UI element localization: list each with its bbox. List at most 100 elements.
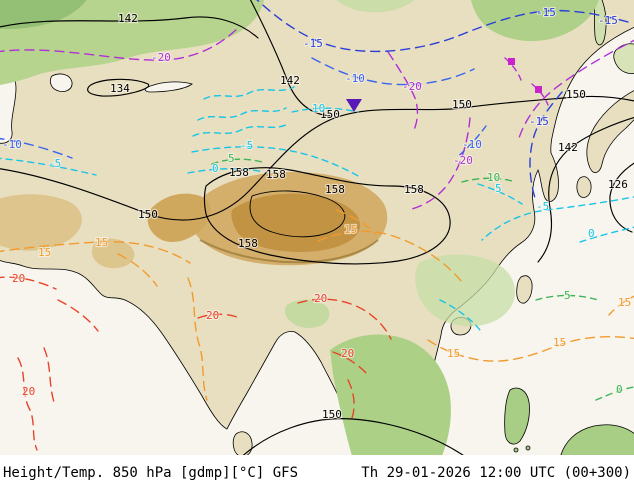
isotherm-20: [297, 298, 392, 340]
himalaya-ridge: [199, 239, 379, 264]
height-contour-label: 150: [452, 98, 472, 111]
isotherm-15: [317, 230, 463, 283]
height-contour-label: 158: [266, 168, 286, 181]
isotherm-20: [43, 347, 56, 406]
isotherm-wiggle: [197, 107, 287, 121]
height-contour-label: 150: [138, 208, 158, 221]
height-contour-label: 158: [325, 183, 345, 196]
temperature-contour-label: 15: [344, 223, 357, 236]
height-contour-label: 142: [280, 74, 300, 87]
isotherm-purple-segment: [531, 83, 549, 106]
temperature-contours: [0, 0, 634, 451]
isotherm-20: [347, 379, 355, 419]
isotherm-minus5: [481, 196, 634, 241]
temperature-contour-label: -5: [240, 139, 253, 152]
isotherm-20: [0, 276, 57, 290]
temperature-contour-label: -15: [536, 6, 556, 19]
temperature-contour-label: 5: [495, 182, 502, 195]
height-contour-label: 126: [608, 178, 628, 191]
isotherm-15: [335, 209, 377, 235]
station-marker-icon: [535, 86, 542, 93]
isotherm-minus20: [407, 117, 471, 211]
isotherm-15: [608, 295, 634, 316]
height-contour-134-loop: [87, 78, 150, 97]
temperature-contour-label: 15: [38, 246, 51, 259]
isotherm-wiggle: [203, 86, 295, 100]
borneo-island: [560, 424, 634, 455]
temperature-contour-label: -15: [529, 115, 549, 128]
temperature-contour-label: 0: [588, 227, 595, 240]
isotherm-15: [187, 277, 208, 401]
philippine-islet: [513, 447, 519, 453]
temperature-contour-label: 0: [616, 383, 623, 396]
hindu-kush-highlands: [147, 193, 211, 243]
height-contour-142-east: [537, 116, 634, 263]
height-contour-label: 150: [320, 108, 340, 121]
height-contour-label: 158: [229, 166, 249, 179]
west-india-highlands: [92, 238, 135, 269]
map-valid-time-label: Th 29-01-2026 12:00 UTC (00+300): [361, 464, 631, 481]
isotherm-minus10: [311, 57, 475, 86]
temperature-contour-label: -20: [402, 80, 422, 93]
temperature-contour-label: 5: [228, 152, 235, 165]
isotherm-minus15: [529, 91, 563, 199]
temperature-contour-label: 10: [312, 102, 325, 115]
iran-highlands: [0, 194, 82, 251]
isotherm-5-green: [211, 158, 263, 165]
isotherm-minus5: [0, 157, 97, 176]
isotherm-20: [332, 351, 369, 376]
temperature-contour-label: -10: [345, 72, 365, 85]
footer-bar: Height/Temp. 850 hPa [gdmp][°C] GFS Th 2…: [0, 455, 634, 490]
height-contour-label: 150: [322, 408, 342, 421]
taiwan-island: [516, 275, 533, 304]
height-contour-label: 150: [566, 88, 586, 101]
isotherm-wiggle: [192, 123, 289, 137]
isotherm-15: [0, 241, 191, 264]
isotherm-minus10: [455, 125, 487, 159]
temperature-contour-label: -15: [598, 14, 618, 27]
low-center-marker-icon: [346, 99, 362, 112]
temperature-contour-label: 15: [553, 336, 566, 349]
isotherm-minus5: [191, 146, 361, 178]
height-contour-label: 134: [110, 82, 130, 95]
height-contour-label: 158: [238, 237, 258, 250]
height-contour-label: 142: [558, 141, 578, 154]
temperature-contour-label: 20: [22, 385, 35, 398]
isotherm-5: [477, 183, 523, 205]
height-contour-150-south: [242, 418, 464, 455]
isotherm-0: [187, 168, 265, 174]
isotherm-15: [117, 253, 158, 287]
isotherm-5-green: [535, 294, 599, 301]
isotherm-minus15: [256, 0, 629, 53]
station-marker-icon: [508, 58, 515, 65]
temperature-contour-label: -5: [48, 157, 61, 170]
temperature-contour-label: 15: [95, 236, 108, 249]
temperature-contour-label: 15: [447, 347, 460, 360]
temperature-contour-label: 20: [206, 309, 219, 322]
temperature-contour-label: 20: [314, 292, 327, 305]
sri-lanka-island: [232, 431, 253, 455]
temperature-contour-label: 15: [618, 296, 631, 309]
isotherm-20: [197, 313, 241, 319]
southeast-asia-vegetation: [330, 334, 451, 455]
height-contour-label: 158: [404, 183, 424, 196]
temperature-contour-label: 10: [487, 171, 500, 184]
isotherm-20: [17, 357, 38, 451]
isotherm-10: [291, 107, 359, 113]
north-vegetation: [336, 0, 415, 13]
temperature-contour-label: 20: [12, 272, 25, 285]
height-contour-142-n: [249, 0, 331, 117]
isotherm-10: [439, 299, 481, 331]
height-contour-158-inner: [249, 190, 346, 238]
temperature-contour-label: 20: [341, 347, 354, 360]
lake-balkhash: [144, 81, 193, 93]
temperature-contour-label: 5: [564, 289, 571, 302]
isotherm-20: [57, 299, 99, 332]
bengal-vegetation: [284, 299, 330, 328]
isotherm-minus20: [387, 51, 419, 133]
isotherm-minus20: [518, 39, 634, 139]
height-contour-label: 142: [118, 12, 138, 25]
